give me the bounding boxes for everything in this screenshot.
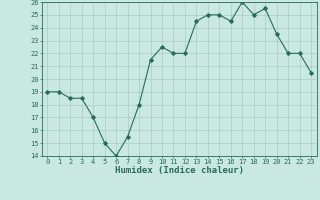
X-axis label: Humidex (Indice chaleur): Humidex (Indice chaleur) (115, 166, 244, 175)
